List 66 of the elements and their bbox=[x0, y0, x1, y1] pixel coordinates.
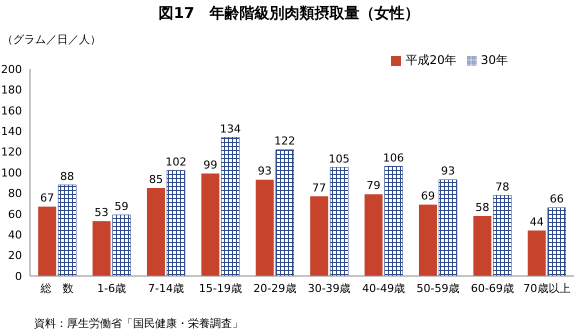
bar bbox=[221, 137, 240, 276]
data-label: 44 bbox=[530, 215, 544, 228]
bar bbox=[256, 180, 274, 276]
x-tick-label: 40-49歳 bbox=[362, 282, 406, 295]
data-label: 88 bbox=[60, 170, 74, 183]
chart-title: 図17 年齢階級別肉類摂取量（女性） bbox=[158, 4, 420, 23]
y-axis-title: （グラム／日／人） bbox=[2, 32, 101, 47]
bar bbox=[384, 166, 403, 276]
x-tick-label: 60-69歳 bbox=[470, 282, 514, 295]
data-label: 122 bbox=[274, 134, 296, 148]
bar bbox=[438, 179, 458, 276]
x-tick-label: 50-59歳 bbox=[416, 282, 460, 295]
data-label: 69 bbox=[420, 190, 435, 203]
legend-label: 30年 bbox=[480, 53, 508, 67]
y-tick-label: 200 bbox=[1, 62, 22, 76]
bar bbox=[493, 195, 512, 276]
bar bbox=[38, 206, 56, 276]
y-tick-label: 120 bbox=[1, 146, 22, 159]
data-label: 77 bbox=[312, 181, 326, 194]
x-tick-label: 70歳以上 bbox=[523, 282, 570, 295]
data-label: 93 bbox=[258, 164, 272, 178]
data-label: 53 bbox=[94, 206, 109, 220]
x-tick-label: 20-29歳 bbox=[253, 282, 296, 295]
data-label: 93 bbox=[440, 164, 455, 178]
bar bbox=[473, 216, 492, 276]
bar bbox=[548, 207, 566, 276]
y-tick-label: 80 bbox=[8, 187, 22, 200]
data-label: 79 bbox=[366, 179, 381, 192]
bar bbox=[310, 196, 328, 276]
data-label: 134 bbox=[220, 122, 241, 136]
x-tick-label: 30-39歳 bbox=[308, 282, 351, 295]
x-tick-label: 15-19歳 bbox=[198, 282, 242, 295]
data-label: 102 bbox=[165, 155, 186, 168]
bar bbox=[330, 167, 348, 276]
y-tick-label: 40 bbox=[8, 228, 22, 242]
data-label: 78 bbox=[495, 180, 510, 194]
bar bbox=[58, 184, 76, 276]
bar bbox=[146, 188, 165, 276]
text: 資料：厚生労働省「国民健康・栄養調査」 bbox=[34, 316, 243, 331]
y-tick-label: 140 bbox=[1, 125, 22, 138]
x-tick-label: 1-6歳 bbox=[97, 282, 126, 295]
data-label: 99 bbox=[203, 158, 218, 172]
y-tick-label: 20 bbox=[8, 249, 22, 262]
y-tick-label: 180 bbox=[1, 84, 22, 97]
data-label: 106 bbox=[383, 151, 404, 164]
bar bbox=[528, 230, 546, 276]
data-label: 105 bbox=[328, 152, 350, 166]
bar bbox=[166, 170, 186, 276]
bar bbox=[364, 194, 383, 276]
data-label: 67 bbox=[40, 192, 54, 205]
x-tick-label: 7-14歳 bbox=[148, 282, 184, 295]
bar bbox=[418, 204, 437, 276]
data-label: 59 bbox=[114, 200, 129, 213]
data-label: 58 bbox=[475, 200, 490, 214]
y-tick-label: 100 bbox=[1, 166, 22, 180]
legend-label: 平成20年 bbox=[405, 53, 457, 67]
y-tick-label: 160 bbox=[1, 104, 22, 118]
bar bbox=[92, 221, 111, 276]
bar bbox=[112, 214, 131, 276]
y-tick-label: 0 bbox=[15, 270, 22, 283]
bar bbox=[201, 174, 220, 276]
data-label: 66 bbox=[550, 192, 564, 206]
bar bbox=[276, 149, 294, 276]
y-tick-label: 60 bbox=[8, 208, 22, 221]
x-tick-label: 総 数 bbox=[40, 282, 74, 295]
data-label: 85 bbox=[148, 173, 163, 186]
